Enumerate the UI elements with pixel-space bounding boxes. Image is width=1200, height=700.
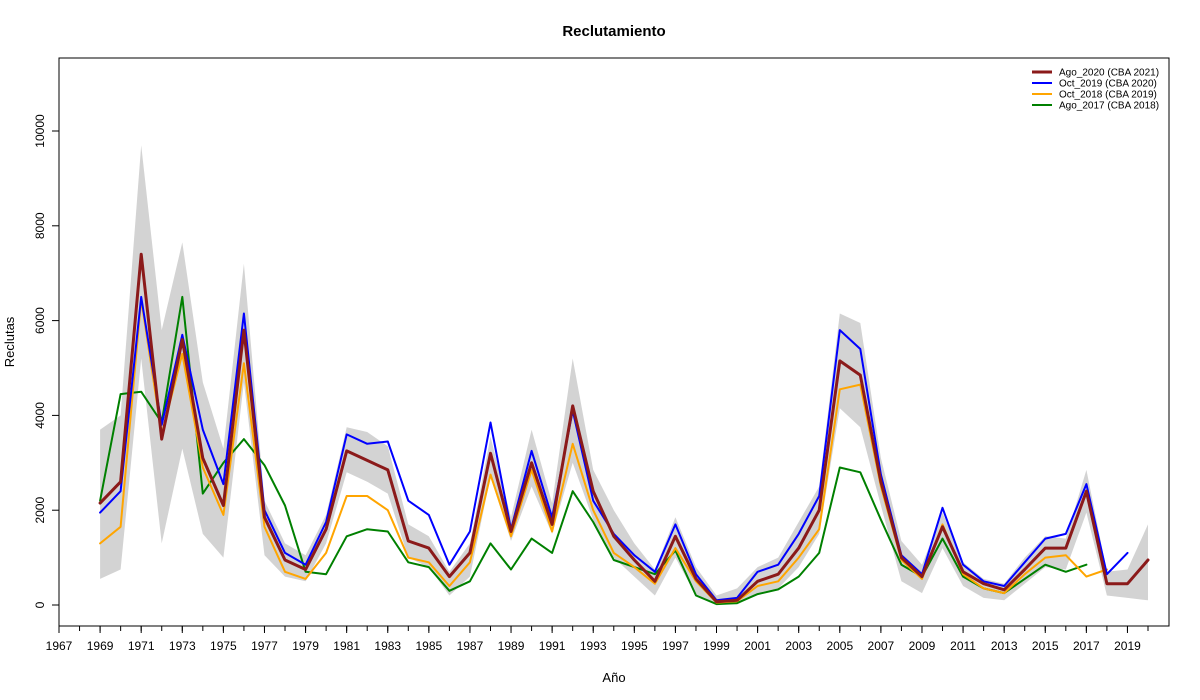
- x-tick-label: 2017: [1073, 639, 1100, 653]
- x-tick-label: 1983: [374, 639, 401, 653]
- y-tick-label: 2000: [33, 497, 47, 524]
- series-layer: [98, 252, 1150, 606]
- axes-layer: 1967 1969 1971 1973 1975 1977 1979 1981 1983 1985…: [33, 57, 1170, 653]
- x-tick-label: 1981: [333, 639, 360, 653]
- uncertainty-band: [100, 145, 1149, 605]
- legend-label-4: Ago_2017 (CBA 2018): [1059, 101, 1159, 112]
- y-axis-label: Reclutas: [2, 316, 17, 367]
- x-tick-label: 2001: [744, 639, 771, 653]
- x-tick-label: 1991: [539, 639, 566, 653]
- series-line-1: [98, 252, 1150, 604]
- x-tick-label: 2019: [1114, 639, 1141, 653]
- x-tick-label: 1999: [703, 639, 730, 653]
- x-tick-label: 2013: [991, 639, 1018, 653]
- x-tick-label: 1993: [580, 639, 607, 653]
- x-tick-label: 1969: [87, 639, 114, 653]
- x-tick-label: 1975: [210, 639, 237, 653]
- x-tick-label: 1967: [46, 639, 73, 653]
- y-tick-label: 10000: [33, 114, 47, 148]
- x-tick-label: 1977: [251, 639, 278, 653]
- confidence-band-layer: [100, 145, 1149, 605]
- x-axis-label: Año: [602, 670, 625, 685]
- x-tick-label: 1985: [415, 639, 442, 653]
- legend: Ago_2020 (CBA 2021)Oct_2019 (CBA 2020)Oc…: [1032, 68, 1159, 112]
- x-tick-label: 2005: [826, 639, 853, 653]
- x-tick-label: 1997: [662, 639, 689, 653]
- y-tick-label: 4000: [33, 402, 47, 429]
- legend-label-1: Ago_2020 (CBA 2021): [1059, 68, 1159, 79]
- x-tick-label: 1995: [621, 639, 648, 653]
- x-tick-label: 1971: [128, 639, 155, 653]
- legend-label-3: Oct_2018 (CBA 2019): [1059, 90, 1157, 101]
- x-tick-label: 2007: [868, 639, 895, 653]
- y-tick-label: 6000: [33, 307, 47, 334]
- x-tick-label: 1979: [292, 639, 319, 653]
- x-tick-label: 2009: [909, 639, 936, 653]
- x-tick-label: 1987: [457, 639, 484, 653]
- x-tick-label: 1989: [498, 639, 525, 653]
- x-tick-label: 1973: [169, 639, 196, 653]
- y-tick-label: 0: [33, 601, 47, 608]
- x-tick-label: 2003: [785, 639, 812, 653]
- x-tick-label: 2015: [1032, 639, 1059, 653]
- chart-title: Reclutamiento: [562, 23, 665, 40]
- y-tick-label: 8000: [33, 212, 47, 239]
- legend-label-2: Oct_2019 (CBA 2020): [1059, 79, 1157, 90]
- x-tick-label: 2011: [950, 639, 976, 653]
